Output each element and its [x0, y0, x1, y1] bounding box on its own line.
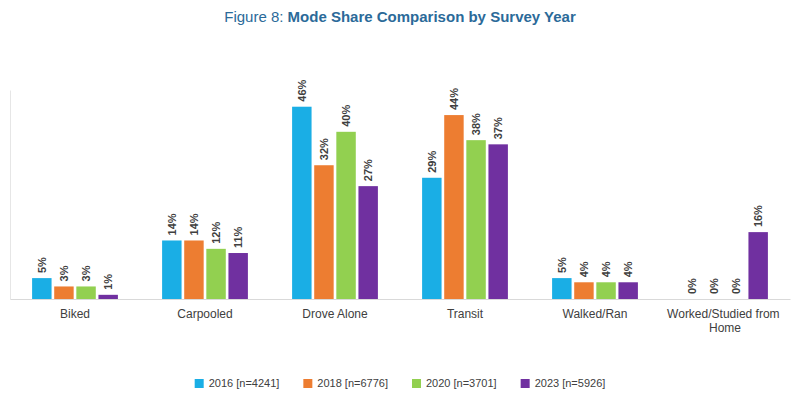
bar	[54, 286, 73, 299]
bar	[552, 278, 571, 299]
data-label: 37%	[492, 117, 504, 139]
legend-item: 2016 [n=4241]	[195, 377, 280, 389]
title: Figure 8: Mode Share Comparison by Surve…	[224, 8, 576, 25]
bar	[76, 286, 95, 299]
x-tick: Walked/Ran	[563, 299, 628, 321]
x-tick-label: Biked	[60, 307, 90, 321]
x-tick: Biked	[60, 299, 90, 321]
bar	[422, 178, 441, 299]
legend-item: 2020 [n=3701]	[412, 377, 497, 389]
bars	[32, 107, 768, 299]
x-tick: Worked/Studied from Home	[667, 299, 783, 335]
data-label: 5%	[36, 257, 48, 273]
bar	[488, 144, 507, 299]
x-tick-label: Walked/Ran	[563, 307, 628, 321]
legend-label: 2023 [n=5926]	[535, 377, 606, 389]
bar	[98, 295, 117, 299]
x-tick: Carpooled	[177, 299, 232, 321]
data-label: 3%	[80, 265, 92, 281]
data-label: 12%	[210, 222, 222, 244]
bar	[162, 240, 181, 299]
bar	[726, 299, 745, 300]
legend-label: 2020 [n=3701]	[426, 377, 497, 389]
data-label: 29%	[426, 151, 438, 173]
x-tick-label: Worked/Studied from Home	[667, 307, 783, 335]
legend-swatch	[412, 379, 421, 388]
data-label: 40%	[340, 105, 352, 127]
data-label: 4%	[600, 261, 612, 277]
x-tick: Drove Alone	[302, 299, 368, 321]
legend-label: 2016 [n=4241]	[209, 377, 280, 389]
data-label: 0%	[708, 278, 720, 294]
data-label: 16%	[752, 205, 764, 227]
data-label: 4%	[578, 261, 590, 277]
legend-item: 2023 [n=5926]	[521, 377, 606, 389]
data-label: 14%	[188, 213, 200, 235]
data-label: 5%	[556, 257, 568, 273]
legend-swatch	[303, 379, 312, 388]
x-tick-label: Carpooled	[177, 307, 232, 321]
bar	[748, 232, 767, 299]
data-label: 27%	[362, 159, 374, 181]
bar	[704, 299, 723, 300]
data-label: 14%	[166, 213, 178, 235]
x-tick-label: Transit	[447, 307, 484, 321]
legend: 2016 [n=4241] 2018 [n=6776] 2020 [n=3701] 2…	[195, 377, 606, 389]
legend-label: 2018 [n=6776]	[317, 377, 388, 389]
bar	[336, 132, 355, 299]
legend-swatch	[195, 379, 204, 388]
x-axis: Biked Carpooled Drove Alone Transit Walked/R…	[11, 299, 791, 335]
bar	[618, 282, 637, 299]
bar	[292, 107, 311, 299]
data-labels: 5% 14% 46% 29% 5% 0% 3% 14% 32% 44% 4% 0% 3% 12% 40% 38…	[36, 79, 764, 294]
bar	[444, 115, 463, 299]
legend-swatch	[521, 379, 530, 388]
x-tick-label: Drove Alone	[302, 307, 368, 321]
bar	[32, 278, 51, 299]
bar	[596, 282, 615, 299]
data-label: 4%	[622, 261, 634, 277]
bar	[574, 282, 593, 299]
legend-item: 2018 [n=6776]	[303, 377, 388, 389]
data-label: 3%	[58, 265, 70, 281]
bar	[228, 253, 247, 299]
data-label: 32%	[318, 138, 330, 160]
bar	[466, 140, 485, 299]
data-label: 0%	[686, 278, 698, 294]
x-tick: Transit	[447, 299, 484, 321]
chart: Figure 8: Mode Share Comparison by Surve…	[0, 0, 800, 398]
data-label: 46%	[296, 79, 308, 101]
y-axis-line	[10, 91, 11, 300]
data-label: 38%	[470, 113, 482, 135]
y-axis	[10, 91, 11, 300]
data-label: 44%	[448, 88, 460, 110]
bar	[358, 186, 377, 299]
data-label: 0%	[730, 278, 742, 294]
data-label: 11%	[232, 226, 244, 248]
bar	[184, 240, 203, 299]
bar	[682, 299, 701, 300]
bar	[206, 249, 225, 299]
data-label: 1%	[102, 274, 114, 290]
x-axis-line	[11, 299, 791, 300]
bar	[314, 165, 333, 299]
